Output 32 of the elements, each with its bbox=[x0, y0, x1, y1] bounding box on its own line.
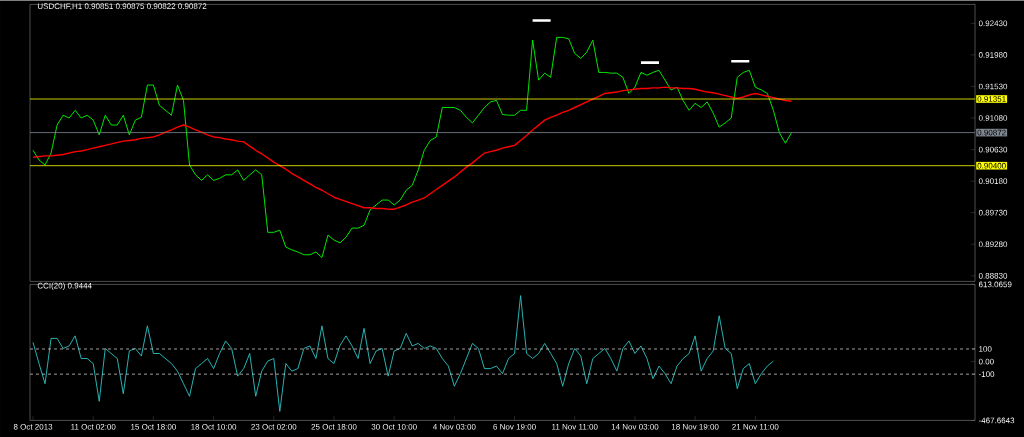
x-tick-label: 11 Oct 02:00 bbox=[71, 423, 116, 430]
ref-line-label: 0.91351 bbox=[977, 95, 1006, 102]
x-tick-label: 25 Oct 18:00 bbox=[311, 423, 357, 430]
y-tick-label: -100 bbox=[978, 371, 995, 377]
chart-title: CCI(20) 0.9444 bbox=[37, 282, 92, 290]
y-tick-label: 0.88830 bbox=[978, 272, 1008, 279]
x-tick-label: 18 Oct 10:00 bbox=[191, 423, 237, 430]
y-tick-label: 0.90180 bbox=[978, 178, 1008, 184]
y-tick-label: 0.92430 bbox=[978, 20, 1008, 26]
y-tick-label: 613.0659 bbox=[978, 281, 1012, 288]
x-tick-label: 6 Nov 19:00 bbox=[493, 423, 536, 430]
x-tick-label: 18 Nov 19:00 bbox=[671, 423, 719, 430]
y-tick-label: 0.91980 bbox=[978, 51, 1008, 58]
y-tick-label: 0.91530 bbox=[978, 83, 1008, 90]
ref-line-label: 0.90400 bbox=[977, 162, 1006, 169]
x-tick-label: 21 Nov 11:00 bbox=[732, 423, 779, 430]
x-tick-label: 14 Nov 03:00 bbox=[611, 423, 659, 430]
x-tick-label: 4 Nov 03:00 bbox=[432, 423, 476, 430]
y-tick-label: 0.90630 bbox=[978, 146, 1008, 153]
ref-line-label: 0.90872 bbox=[977, 129, 1006, 136]
x-tick-label: 15 Oct 18:00 bbox=[131, 423, 176, 430]
y-tick-label: 0.89730 bbox=[978, 209, 1008, 216]
x-tick-label: 11 Nov 11:00 bbox=[552, 423, 598, 430]
y-tick-label: 0.00 bbox=[978, 358, 994, 365]
y-tick-label: 0.89280 bbox=[978, 241, 1008, 247]
x-tick-label: 8 Oct 2013 bbox=[13, 423, 53, 430]
x-tick-label: 23 Oct 02:00 bbox=[251, 423, 297, 430]
x-tick-label: 30 Oct 10:00 bbox=[371, 423, 417, 430]
y-tick-label: -467.6643 bbox=[978, 417, 1015, 424]
y-tick-label: 0.91080 bbox=[978, 114, 1008, 121]
chart-title: USDCHF,H1 0.90851 0.90875 0.90822 0.90872 bbox=[37, 3, 207, 10]
y-tick-label: 100 bbox=[979, 345, 992, 352]
